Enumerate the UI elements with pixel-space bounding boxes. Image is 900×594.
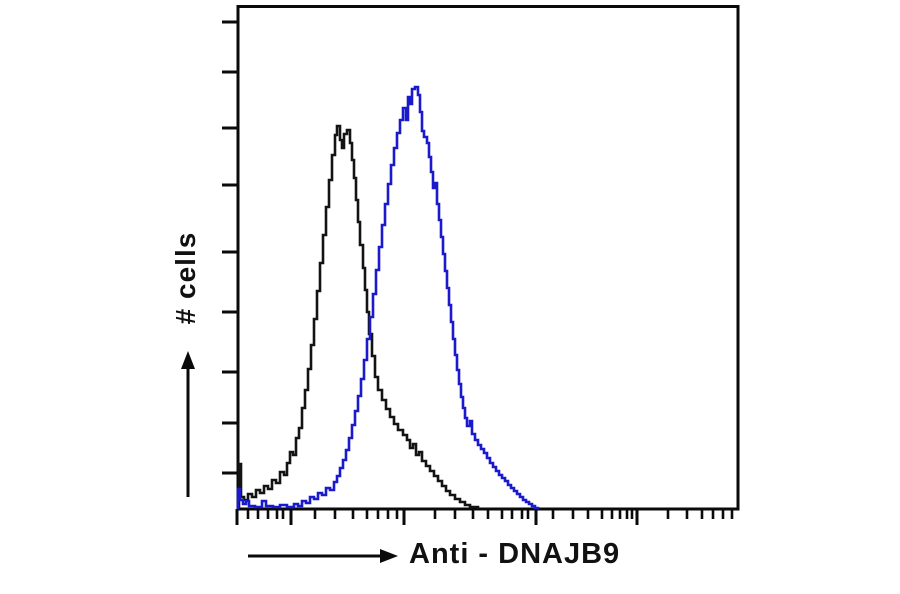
blue-histogram-curve	[236, 85, 540, 510]
black-histogram-curve	[237, 124, 480, 509]
y-axis-label: # cells	[170, 231, 201, 325]
x-axis-arrow-head	[380, 549, 398, 563]
plot-border	[236, 5, 740, 511]
y-axis-arrow-head	[181, 351, 195, 369]
x-axis-label: Anti - DNAJB9	[409, 538, 621, 571]
